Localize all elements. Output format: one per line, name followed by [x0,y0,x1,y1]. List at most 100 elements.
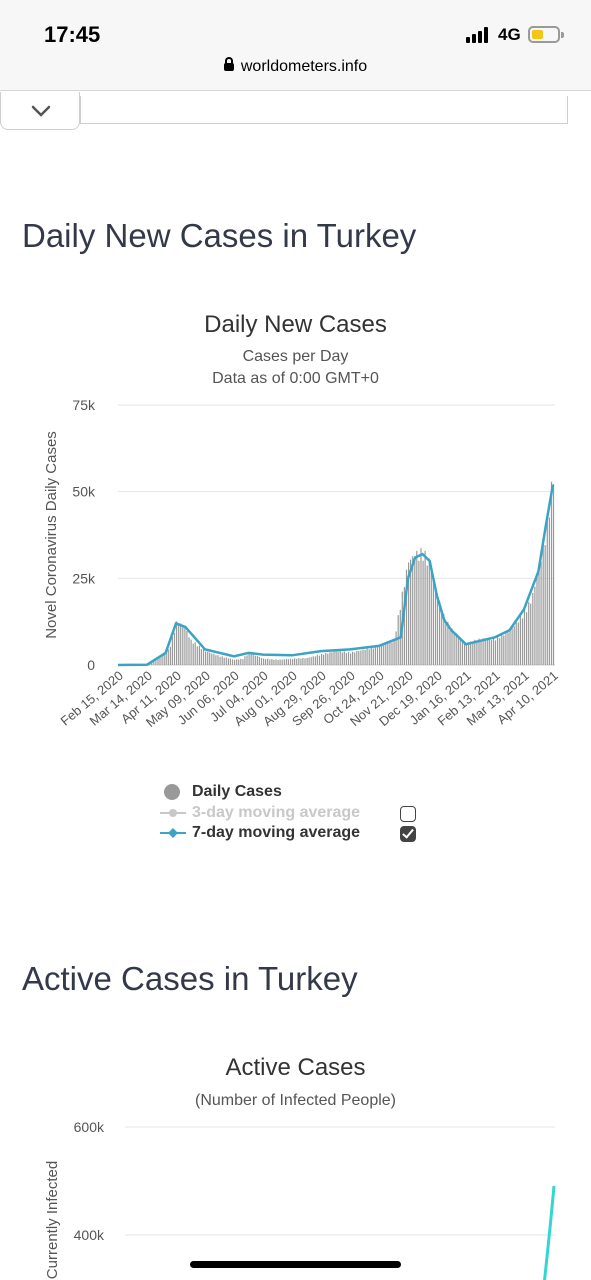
daily-bar [219,656,221,665]
daily-bar [519,615,521,665]
daily-bar [337,651,339,665]
daily-bar [360,650,362,665]
daily-bar [215,655,217,665]
daily-bar [314,656,316,665]
daily-bar [304,658,306,665]
daily-bar [374,645,376,665]
daily-bar [316,655,318,665]
daily-bar [436,596,439,665]
line-marker-icon [160,828,186,838]
active-cases-chart: 600k 400k Currently Infected [44,1120,556,1280]
daily-bar [221,656,223,665]
daily-bar [538,566,540,665]
active-chart-title: Active Cases [225,1054,366,1081]
daily-bar [165,652,167,665]
y-tick-label: 600k [74,1120,105,1135]
active-y-axis-label: Currently Infected [44,1161,61,1279]
daily-bar [180,623,182,665]
daily-bar [312,656,314,665]
daily-bar [323,654,325,665]
daily-bar [308,657,310,665]
line-marker-icon [160,809,186,817]
daily-bar [356,651,358,665]
daily-bar [358,651,360,665]
daily-bar [184,627,186,665]
daily-bar [414,559,416,665]
daily-bar [505,631,507,665]
chevron-down-icon [31,105,51,117]
y-tick-label: 400k [74,1227,105,1243]
daily-bar [343,651,345,665]
daily-bar [488,638,490,665]
daily-bar [283,659,285,665]
daily-bar [387,643,389,665]
ma7-checkbox[interactable] [400,826,416,842]
daily-bar [211,653,213,665]
daily-bar [546,516,548,665]
daily-bar [329,652,331,665]
daily-bar [188,637,190,665]
daily-bar [302,658,304,665]
daily-bar [507,632,509,665]
daily-bar [275,659,277,665]
daily-chart-data-as-of: Data as of 0:00 GMT+0 [212,370,379,387]
daily-bar [544,545,546,665]
daily-chart-subtitle: Cases per Day [242,348,349,365]
daily-bar [298,658,300,665]
browser-top-bar: 17:45 4G worldometers.info [0,0,591,91]
daily-bar [341,652,343,665]
daily-bar [196,646,198,665]
daily-bar [190,639,192,665]
y-tick-label: 0 [87,657,95,673]
daily-bar [497,636,499,665]
daily-bar [227,658,229,665]
daily-bar [457,636,459,665]
daily-bar [447,622,449,665]
daily-bar [484,639,486,665]
legend-label-ma3: 3-day moving average [192,804,361,821]
daily-bar [350,653,352,665]
daily-bar [480,639,482,665]
daily-bar [281,659,283,665]
daily-bar [552,484,555,665]
daily-bar [515,621,517,665]
daily-bar [455,633,457,665]
daily-bar [254,655,256,665]
daily-bar [345,653,347,665]
daily-bar [231,659,234,665]
ma3-checkbox[interactable] [400,806,416,822]
daily-bar [279,659,281,665]
daily-bar [362,649,364,665]
daily-bar [534,586,536,665]
daily-bar [405,569,408,665]
daily-bar [289,658,292,665]
dropdown-toggle-button[interactable] [0,92,80,130]
active-chart-subtitle: (Number of Infected People) [195,1092,396,1109]
daily-bar [238,659,240,665]
daily-bar [347,651,350,665]
daily-bar [263,658,265,665]
daily-bar [258,657,260,665]
daily-bar [550,481,553,665]
daily-bar [517,622,519,665]
daily-bar [432,576,434,665]
daily-bar [476,641,478,665]
daily-bar [155,658,157,665]
daily-bar [242,659,244,665]
daily-bar [490,640,492,665]
daily-bar [229,658,231,665]
daily-bar [294,658,296,665]
address-bar[interactable]: worldometers.info [0,57,591,76]
daily-bar [207,651,209,665]
daily-bar [459,638,461,665]
daily-bar [528,602,530,665]
daily-bar [217,655,219,665]
daily-bar [511,627,513,665]
daily-bar [209,652,211,665]
daily-bar [223,657,225,665]
daily-bar [453,633,455,665]
daily-bar [246,655,248,665]
daily-bar [526,612,528,665]
daily-bar [173,632,176,665]
